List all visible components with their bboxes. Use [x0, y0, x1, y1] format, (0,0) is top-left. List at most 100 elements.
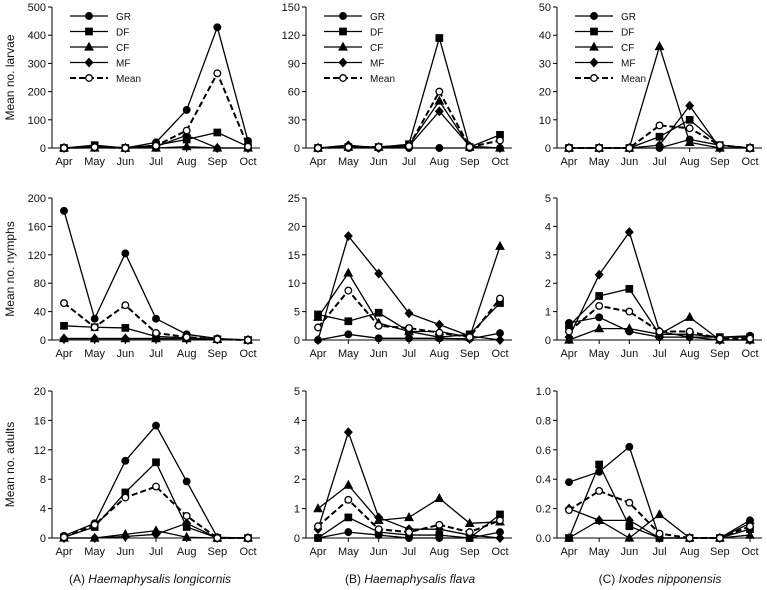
- data-point-df: [595, 460, 604, 469]
- caption-a-species: Haemaphysalis longicornis: [88, 572, 231, 586]
- data-point-mean: [746, 334, 754, 343]
- legend-marker-mf: [338, 57, 348, 68]
- y-tick-label: 0: [40, 143, 46, 155]
- y-tick-label: 2: [545, 278, 551, 290]
- x-tick-label: Oct: [239, 156, 256, 168]
- chart-panel-3: 0 40 80 120 160 200 Apr May Jun Jul Aug Sep Oct Mean …: [3, 193, 260, 360]
- data-point-mean: [746, 522, 754, 531]
- data-point-mean: [715, 534, 724, 542]
- y-axis-label: Mean no. nymphs: [3, 221, 17, 316]
- data-point-gr: [405, 334, 413, 343]
- data-point-mf: [343, 231, 353, 242]
- y-tick-label: 150: [282, 2, 300, 14]
- x-tick-label: Jun: [116, 546, 134, 558]
- x-tick-label: May: [84, 156, 105, 168]
- x-tick-label: Sep: [208, 348, 228, 360]
- data-point-gr: [121, 249, 130, 258]
- x-tick-label: Oct: [491, 546, 508, 558]
- data-point-cf: [181, 531, 192, 541]
- data-point-cf: [343, 479, 354, 489]
- data-point-cf: [495, 240, 505, 250]
- data-point-mean: [465, 333, 474, 342]
- y-tick-label: 40: [34, 307, 46, 319]
- series-gr: [60, 421, 252, 542]
- x-tick-label: May: [589, 546, 610, 558]
- data-point-cf: [654, 41, 665, 51]
- legend-marker-mean: [590, 74, 598, 82]
- caption-a: (A) Haemaphysalis longicornis: [69, 572, 231, 586]
- data-point-mean: [496, 136, 504, 145]
- data-point-cf: [745, 529, 755, 539]
- x-tick-label: Jun: [116, 156, 134, 168]
- data-point-mf: [685, 332, 695, 343]
- x-tick-label: Aug: [680, 348, 700, 360]
- data-point-mean: [213, 335, 222, 344]
- data-point-mean: [244, 336, 252, 344]
- y-tick-label: 400: [28, 30, 46, 42]
- x-tick-label: Jul: [149, 546, 163, 558]
- data-point-df: [685, 115, 694, 124]
- y-tick-label: 0.2: [536, 504, 551, 516]
- data-point-df: [595, 292, 604, 300]
- y-tick-label: 4: [40, 504, 46, 516]
- legend-label-mean: Mean: [116, 74, 141, 85]
- data-point-df: [121, 324, 130, 332]
- x-tick-label: Jul: [652, 546, 666, 558]
- caption-c-prefix: (C): [599, 572, 619, 586]
- data-point-df: [344, 317, 353, 326]
- x-tick-label: Jun: [370, 546, 388, 558]
- y-tick-label: 10: [539, 115, 551, 127]
- y-tick-label: 0: [294, 533, 300, 545]
- x-tick-label: Sep: [710, 546, 730, 558]
- data-point-mf: [151, 333, 161, 344]
- x-tick-label: Oct: [741, 546, 758, 558]
- legend-label-mf: MF: [116, 59, 130, 70]
- x-tick-label: Oct: [741, 348, 758, 360]
- data-point-mf: [434, 106, 444, 117]
- caption-a-prefix: (A): [69, 572, 88, 586]
- x-tick-label: Jul: [402, 156, 416, 168]
- data-point-mean: [244, 534, 252, 542]
- data-point-mean: [625, 307, 634, 316]
- chart-panel-6: 0 4 8 12 16 20 Apr May Jun Jul Aug Sep Oct Mean no. a…: [3, 386, 260, 558]
- data-point-df: [625, 285, 634, 293]
- y-tick-label: 20: [539, 87, 551, 99]
- legend-label-gr: GR: [621, 12, 636, 23]
- data-point-gr: [374, 334, 383, 343]
- y-tick-label: 16: [34, 415, 46, 427]
- data-point-gr: [90, 314, 99, 323]
- y-tick-label: 0: [545, 335, 551, 347]
- data-point-mean: [314, 522, 322, 531]
- y-tick-label: 0: [40, 533, 46, 545]
- data-point-mf: [151, 529, 161, 540]
- x-tick-label: Aug: [680, 156, 700, 168]
- x-tick-label: Apr: [309, 546, 326, 558]
- data-point-gr: [344, 330, 353, 339]
- chart-panel-8: 0.0 0.2 0.4 0.6 0.8 1.0 Apr May Jun Jul Aug Sep Oct: [536, 386, 762, 558]
- data-point-gr: [182, 105, 191, 114]
- x-tick-label: Sep: [208, 156, 228, 168]
- y-tick-label: 0: [294, 335, 300, 347]
- data-point-cf: [343, 267, 354, 277]
- x-tick-label: Oct: [239, 546, 256, 558]
- data-point-mean: [152, 141, 160, 150]
- data-point-mean: [625, 498, 634, 507]
- data-point-mean: [685, 124, 694, 133]
- data-point-df: [152, 458, 160, 467]
- y-tick-label: 90: [288, 58, 300, 70]
- caption-b: (B) Haemaphysalis flava: [345, 572, 475, 586]
- data-point-gr: [152, 421, 160, 430]
- y-tick-label: 3: [545, 250, 551, 262]
- data-point-mf: [404, 308, 414, 319]
- y-tick-label: 5: [294, 307, 300, 319]
- y-tick-label: 160: [28, 221, 46, 233]
- data-point-mean: [152, 482, 160, 491]
- data-point-cf: [181, 141, 192, 151]
- data-point-mf: [120, 531, 130, 542]
- data-point-mean: [90, 143, 99, 152]
- y-tick-label: 60: [288, 87, 300, 99]
- y-tick-label: 0.4: [536, 474, 551, 486]
- x-tick-label: Oct: [741, 156, 758, 168]
- y-axis-label: Mean no. adults: [3, 422, 17, 507]
- caption-b-species: Haemaphysalis flava: [364, 572, 475, 586]
